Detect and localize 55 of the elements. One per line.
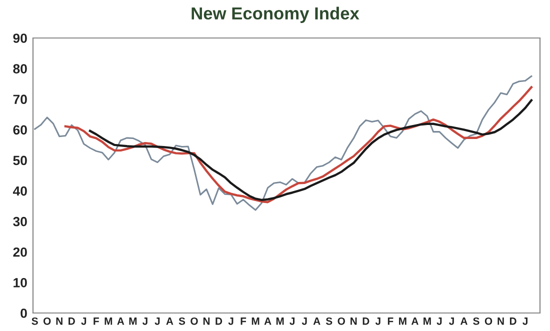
x-tick-label: S	[178, 317, 186, 325]
x-tick-label: M	[104, 318, 112, 325]
x-tick-label: J	[290, 318, 295, 325]
y-tick-label: 80	[13, 64, 27, 74]
x-tick-label: M	[252, 318, 260, 325]
x-tick-label: A	[313, 318, 320, 325]
x-tick-label: N	[350, 318, 357, 325]
x-tick-label: O	[338, 317, 345, 325]
y-tick-label: 90	[13, 34, 27, 43]
line-series	[88, 99, 533, 202]
x-tick-label: J	[302, 318, 307, 325]
x-tick-label: J	[142, 318, 148, 325]
x-tick-label: O	[43, 317, 51, 325]
y-tick-label: 40	[12, 186, 27, 196]
x-tick-label: A	[411, 318, 418, 325]
x-tick-label: D	[68, 318, 75, 325]
x-tick-label: J	[228, 318, 234, 325]
line-series	[34, 75, 532, 211]
x-tick-label: O	[484, 317, 492, 325]
y-tick-label: 70	[13, 94, 27, 104]
x-tick-label: N	[203, 318, 210, 325]
y-tick-label: 50	[13, 156, 27, 166]
x-tick-label: A	[166, 318, 174, 325]
x-tick-label: D	[362, 318, 370, 325]
x-tick-label: F	[240, 318, 246, 325]
x-tick-label: J	[522, 318, 528, 325]
x-tick-label: S	[32, 317, 38, 325]
x-tick-label: N	[498, 318, 504, 325]
x-tick-label: F	[388, 318, 394, 325]
x-tick-label: A	[264, 318, 272, 325]
x-tick-label: N	[56, 318, 62, 325]
x-tick-label: S	[326, 317, 332, 325]
x-tick-label: J	[154, 318, 160, 325]
chart-title: New Economy Index	[192, 6, 360, 23]
x-tick-label: A	[460, 318, 468, 325]
x-tick-label: O	[190, 317, 198, 325]
x-tick-label: S	[473, 317, 480, 325]
x-tick-label: D	[510, 318, 516, 325]
line-series	[64, 86, 533, 204]
x-tick-label: D	[216, 318, 222, 325]
x-tick-label: M	[424, 318, 431, 325]
x-tick-label: J	[375, 318, 380, 325]
x-tick-label: J	[448, 318, 454, 325]
x-tick-label: M	[129, 318, 137, 325]
x-tick-label: J	[436, 318, 442, 325]
x-tick-label: J	[81, 318, 86, 325]
x-tick-label: M	[399, 318, 406, 325]
x-tick-label: M	[276, 318, 284, 325]
x-tick-label: A	[117, 318, 124, 325]
y-tick-label: 0	[20, 308, 27, 318]
y-tick-label: 10	[14, 278, 27, 288]
y-tick-label: 60	[13, 125, 27, 135]
y-tick-label: 20	[13, 247, 27, 257]
y-tick-label: 30	[13, 216, 27, 226]
x-tick-label: F	[94, 318, 99, 325]
